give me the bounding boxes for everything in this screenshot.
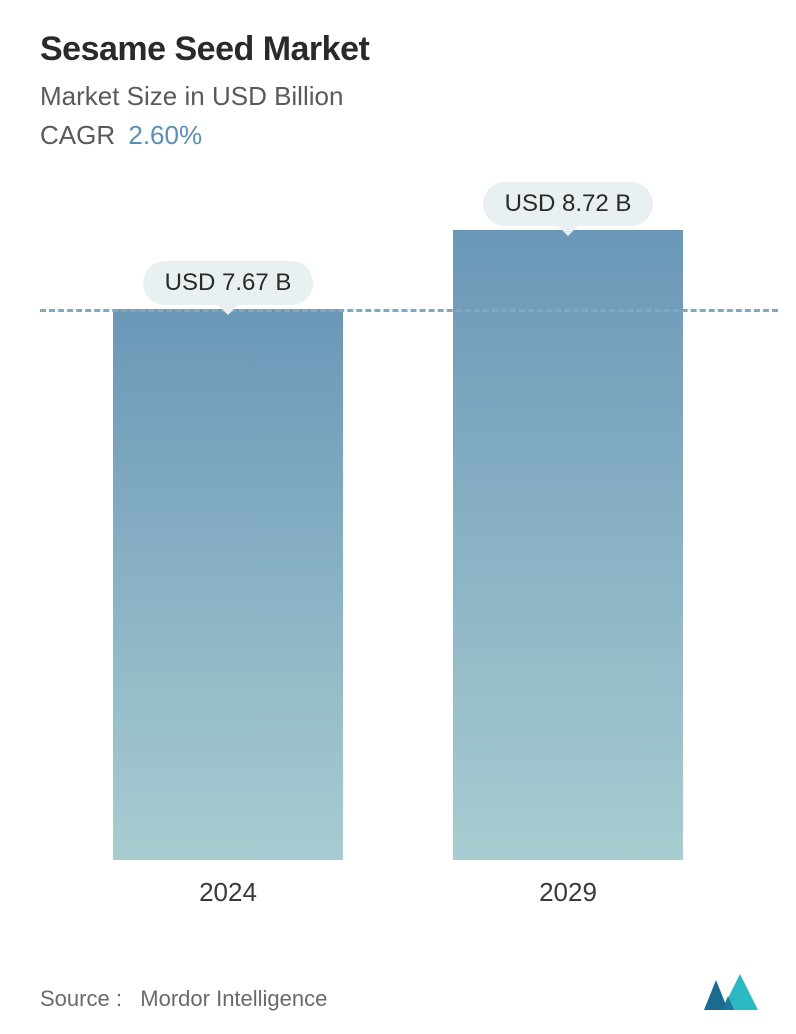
cagr-line: CAGR 2.60%: [40, 120, 756, 151]
reference-dashed-line: [40, 309, 778, 312]
bar-group-2029: USD 8.72 B 2029: [453, 230, 683, 860]
chart-subtitle: Market Size in USD Billion: [40, 81, 756, 112]
mordor-logo-icon: [702, 972, 766, 1012]
bar-group-2024: USD 7.67 B 2024: [113, 309, 343, 860]
chart-area: USD 7.67 B 2024 USD 8.72 B 2029: [0, 200, 796, 920]
source-label: Source :: [40, 986, 122, 1011]
x-label-2024: 2024: [199, 877, 257, 908]
chart-title: Sesame Seed Market: [40, 30, 756, 69]
bars-container: USD 7.67 B 2024 USD 8.72 B 2029: [0, 200, 796, 860]
chart-header: Sesame Seed Market Market Size in USD Bi…: [0, 0, 796, 151]
x-label-2029: 2029: [539, 877, 597, 908]
source-name: Mordor Intelligence: [140, 986, 327, 1011]
value-pill-2029: USD 8.72 B: [483, 182, 654, 226]
source-text: Source : Mordor Intelligence: [40, 986, 327, 1012]
value-pill-2024: USD 7.67 B: [143, 261, 314, 305]
bar-2029: [453, 230, 683, 860]
chart-footer: Source : Mordor Intelligence: [40, 972, 766, 1012]
cagr-label: CAGR: [40, 120, 115, 150]
cagr-value: 2.60%: [128, 120, 202, 150]
bar-2024: [113, 309, 343, 860]
